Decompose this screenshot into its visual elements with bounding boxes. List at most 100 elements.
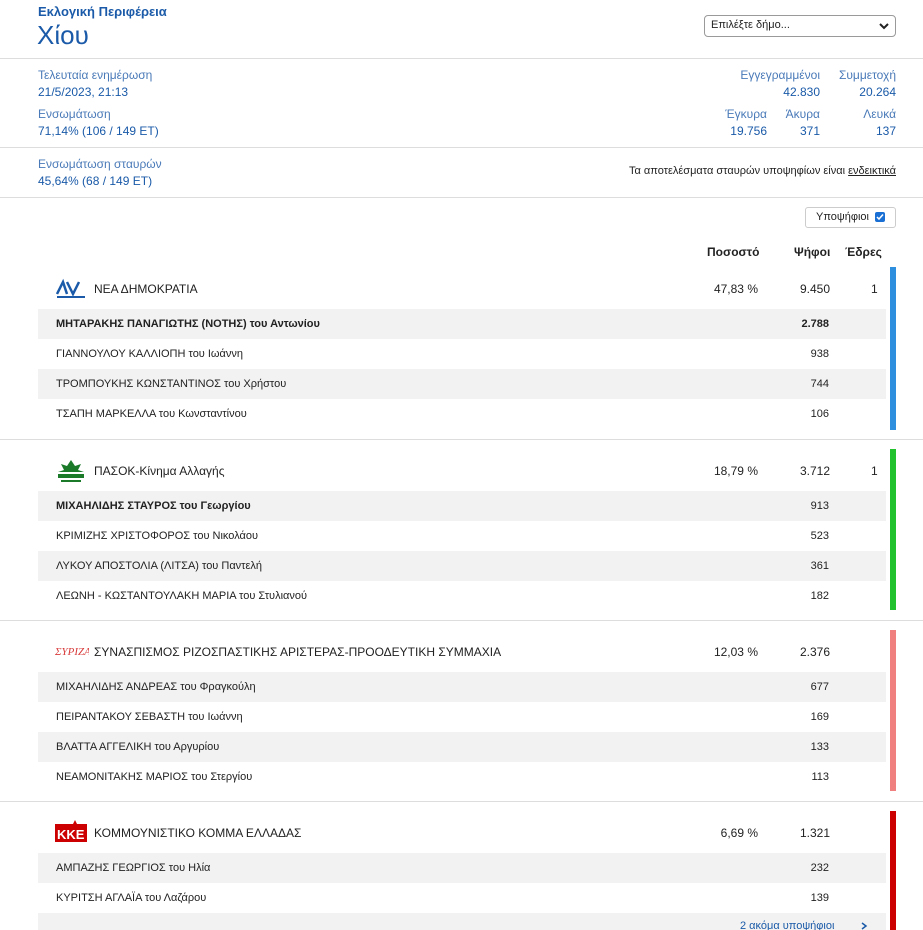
party-votes: 3.712 bbox=[799, 464, 830, 478]
turnout-label: Συμμετοχή bbox=[838, 68, 896, 82]
candidate-name: ΤΣΑΠΗ ΜΑΡΚΕΛΛΑ του Κωνσταντίνου bbox=[56, 408, 247, 420]
party-percent: 18,79 % bbox=[713, 464, 758, 478]
party-block: ΠΑΣΟΚ-Κίνημα Αλλαγής 18,79 % 3.712 1 ΜΙΧ… bbox=[0, 440, 923, 621]
candidate-row: ΛΥΚΟΥ ΑΠΟΣΤΟΛΙΑ (ΛΙΤΣΑ) του Παντελή 361 bbox=[38, 551, 886, 581]
party-color-bar bbox=[890, 267, 896, 430]
registered-value: 42.830 bbox=[783, 85, 820, 99]
candidate-name: ΜΙΧΑΗΛΙΔΗΣ ΑΝΔΡΕΑΣ του Φραγκούλη bbox=[56, 681, 256, 693]
party-block: ΣΥΡΙΖΑ ΣΥΝΑΣΠΙΣΜΟΣ ΡΙΖΟΣΠΑΣΤΙΚΗΣ ΑΡΙΣΤΕΡ… bbox=[0, 621, 923, 802]
column-header-votes: Ψήφοι bbox=[794, 245, 831, 259]
last-update-label: Τελευταία ενημέρωση bbox=[38, 68, 153, 82]
candidate-name: ΑΜΠΑΖΗΣ ΓΕΩΡΓΙΟΣ του Ηλία bbox=[56, 862, 211, 874]
integration-value: 71,14% (106 / 149 ΕΤ) bbox=[38, 124, 159, 138]
cross-integration-label: Ενσωμάτωση σταυρών bbox=[38, 157, 162, 171]
party-color-bar bbox=[890, 811, 896, 930]
candidate-name: ΜΗΤΑΡΑΚΗΣ ΠΑΝΑΓΙΩΤΗΣ (ΝΟΤΗΣ) του Αντωνίο… bbox=[56, 318, 320, 330]
svg-text:ΚΚΕ: ΚΚΕ bbox=[57, 827, 85, 842]
municipality-select[interactable]: Επιλέξτε δήμο... bbox=[704, 15, 896, 37]
more-candidates-row[interactable]: 2 ακόμα υποψήφιοι bbox=[38, 913, 886, 930]
indicative-note-text: Τα αποτελέσματα σταυρών υποψηφίων είναι bbox=[628, 165, 849, 177]
candidate-votes: 139 bbox=[810, 892, 829, 904]
candidate-row: ΛΕΩΝΗ - ΚΩΣΤΑΝΤΟΥΛΑΚΗ ΜΑΡΙΑ του Στυλιανο… bbox=[38, 581, 886, 611]
candidate-name: ΚΥΡΙΤΣΗ ΑΓΛΑΪΑ του Λαζάρου bbox=[56, 892, 207, 904]
candidate-name: ΜΙΧΑΗΛΙΔΗΣ ΣΤΑΥΡΟΣ του Γεωργίου bbox=[56, 500, 251, 512]
party-percent: 47,83 % bbox=[713, 282, 758, 296]
valid-label: Έγκυρα bbox=[725, 107, 767, 121]
checkbox-checked-icon[interactable] bbox=[875, 212, 885, 222]
party-votes: 1.321 bbox=[799, 826, 830, 840]
candidate-votes: 106 bbox=[810, 408, 829, 420]
invalid-value: 371 bbox=[799, 124, 820, 138]
party-votes: 2.376 bbox=[799, 645, 830, 659]
candidate-name: ΠΕΙΡΑΝΤΑΚΟΥ ΣΕΒΑΣΤΗ του Ιωάννη bbox=[56, 711, 243, 723]
candidate-row: ΜΗΤΑΡΑΚΗΣ ΠΑΝΑΓΙΩΤΗΣ (ΝΟΤΗΣ) του Αντωνίο… bbox=[38, 309, 886, 339]
cross-integration-value: 45,64% (68 / 149 ΕΤ) bbox=[38, 174, 153, 188]
last-update-value: 21/5/2023, 21:13 bbox=[38, 85, 129, 99]
stats-panel: Τελευταία ενημέρωση 21/5/2023, 21:13 Ενσ… bbox=[0, 59, 923, 148]
blank-value: 137 bbox=[875, 124, 896, 138]
candidate-votes: 232 bbox=[810, 862, 829, 874]
municipality-select-value: Επιλέξτε δήμο... bbox=[711, 19, 790, 31]
party-color-bar bbox=[890, 630, 896, 791]
candidates-toggle[interactable]: Υποψήφιοι bbox=[805, 207, 896, 228]
candidates-toggle-label: Υποψήφιοι bbox=[816, 211, 869, 223]
page-title: Χίου bbox=[37, 20, 89, 50]
party-name: ΚΟΜΜΟΥΝΙΣΤΙΚΟ ΚΟΜΜΑ ΕΛΛΑΔΑΣ bbox=[94, 826, 302, 840]
candidate-row: ΓΙΑΝΝΟΥΛΟΥ ΚΑΛΛΙΟΠΗ του Ιωάννη 938 bbox=[38, 339, 886, 369]
party-percent: 12,03 % bbox=[713, 645, 758, 659]
candidate-name: ΛΥΚΟΥ ΑΠΟΣΤΟΛΙΑ (ΛΙΤΣΑ) του Παντελή bbox=[56, 560, 263, 572]
blank-label: Λευκά bbox=[863, 107, 896, 121]
party-percent: 6,69 % bbox=[720, 826, 758, 840]
region-label: Εκλογική Περιφέρεια bbox=[38, 4, 167, 19]
candidate-row: ΒΛΑΤΤΑ ΑΓΓΕΛΙΚΗ του Αργυρίου 133 bbox=[38, 732, 886, 762]
candidate-votes: 133 bbox=[810, 741, 829, 753]
column-header-seats: Έδρες bbox=[845, 245, 882, 259]
page-header: Εκλογική Περιφέρεια Χίου Επιλέξτε δήμο..… bbox=[0, 0, 923, 59]
integration-label: Ενσωμάτωση bbox=[38, 107, 111, 121]
indicative-note: Τα αποτελέσματα σταυρών υποψηφίων είναι … bbox=[629, 165, 896, 177]
party-color-bar bbox=[890, 449, 896, 610]
candidate-votes: 938 bbox=[810, 348, 829, 360]
candidate-votes: 744 bbox=[810, 378, 829, 390]
svg-text:ΣΥΡΙΖΑ: ΣΥΡΙΖΑ bbox=[55, 646, 89, 658]
candidate-votes: 113 bbox=[811, 771, 829, 783]
chevron-right-icon bbox=[861, 922, 868, 930]
candidate-votes: 182 bbox=[810, 590, 829, 602]
pasok-logo-icon bbox=[58, 460, 84, 482]
candidate-votes: 913 bbox=[810, 500, 829, 512]
party-votes: 9.450 bbox=[799, 282, 830, 296]
indicative-link[interactable]: ενδεικτικά bbox=[848, 165, 896, 177]
candidate-row: ΚΡΙΜΙΖΗΣ ΧΡΙΣΤΟΦΟΡΟΣ του Νικολάου 523 bbox=[38, 521, 886, 551]
kke-logo-icon: ΚΚΕ bbox=[55, 820, 87, 842]
candidate-votes: 361 bbox=[810, 560, 829, 572]
nd-logo-icon bbox=[55, 278, 85, 298]
candidate-row: ΚΥΡΙΤΣΗ ΑΓΛΑΪΑ του Λαζάρου 139 bbox=[38, 883, 886, 913]
valid-value: 19.756 bbox=[730, 124, 767, 138]
candidate-name: ΤΡΟΜΠΟΥΚΗΣ ΚΩΝΣΤΑΝΤΙΝΟΣ του Χρήστου bbox=[56, 378, 287, 390]
candidate-row: ΤΣΑΠΗ ΜΑΡΚΕΛΛΑ του Κωνσταντίνου 106 bbox=[38, 399, 886, 429]
candidate-row: ΠΕΙΡΑΝΤΑΚΟΥ ΣΕΒΑΣΤΗ του Ιωάννη 169 bbox=[38, 702, 886, 732]
candidate-name: ΛΕΩΝΗ - ΚΩΣΤΑΝΤΟΥΛΑΚΗ ΜΑΡΙΑ του Στυλιανο… bbox=[56, 590, 308, 602]
party-seats: 1 bbox=[871, 282, 878, 296]
invalid-label: Άκυρα bbox=[785, 107, 820, 121]
turnout-value: 20.264 bbox=[859, 85, 896, 99]
party-name: ΠΑΣΟΚ-Κίνημα Αλλαγής bbox=[94, 464, 225, 478]
candidate-row: ΜΙΧΑΗΛΙΔΗΣ ΣΤΑΥΡΟΣ του Γεωργίου 913 bbox=[38, 491, 886, 521]
candidate-votes: 523 bbox=[810, 530, 829, 542]
candidate-votes: 2.788 bbox=[801, 318, 829, 330]
candidate-name: ΝΕΑΜΟΝΙΤΑΚΗΣ ΜΑΡΙΟΣ του Στεργίου bbox=[56, 771, 253, 783]
more-candidates-link[interactable]: 2 ακόμα υποψήφιοι bbox=[740, 920, 835, 930]
registered-label: Εγγεγραμμένοι bbox=[740, 68, 820, 82]
column-header-percent: Ποσοστό bbox=[707, 245, 760, 259]
candidate-name: ΒΛΑΤΤΑ ΑΓΓΕΛΙΚΗ του Αργυρίου bbox=[56, 741, 220, 753]
candidate-row: ΝΕΑΜΟΝΙΤΑΚΗΣ ΜΑΡΙΟΣ του Στεργίου 113 bbox=[38, 762, 886, 792]
party-name: ΣΥΝΑΣΠΙΣΜΟΣ ΡΙΖΟΣΠΑΣΤΙΚΗΣ ΑΡΙΣΤΕΡΑΣ-ΠΡΟΟ… bbox=[94, 645, 502, 659]
candidate-row: ΑΜΠΑΖΗΣ ΓΕΩΡΓΙΟΣ του Ηλία 232 bbox=[38, 853, 886, 883]
candidate-votes: 677 bbox=[810, 681, 829, 693]
candidate-name: ΓΙΑΝΝΟΥΛΟΥ ΚΑΛΛΙΟΠΗ του Ιωάννη bbox=[56, 348, 243, 360]
chevron-down-icon bbox=[879, 23, 889, 30]
candidate-votes: 169 bbox=[810, 711, 829, 723]
party-block: ΚΚΕ ΚΟΜΜΟΥΝΙΣΤΙΚΟ ΚΟΜΜΑ ΕΛΛΑΔΑΣ 6,69 % 1… bbox=[0, 802, 923, 930]
syriza-logo-icon: ΣΥΡΙΖΑ bbox=[55, 646, 89, 658]
party-name: ΝΕΑ ΔΗΜΟΚΡΑΤΙΑ bbox=[94, 282, 198, 296]
